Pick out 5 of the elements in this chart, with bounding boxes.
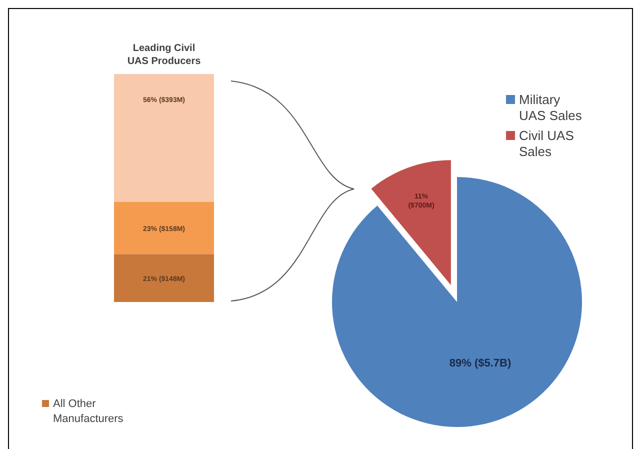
- data-label: 89% ($5.7B): [449, 358, 512, 370]
- legend-label: Military UAS Sales: [519, 92, 582, 123]
- legend-label: All Other Manufacturers: [53, 398, 124, 425]
- legend-label: Civil UAS Sales: [519, 128, 574, 159]
- chart-title: Leading Civil UAS Producers: [127, 43, 202, 67]
